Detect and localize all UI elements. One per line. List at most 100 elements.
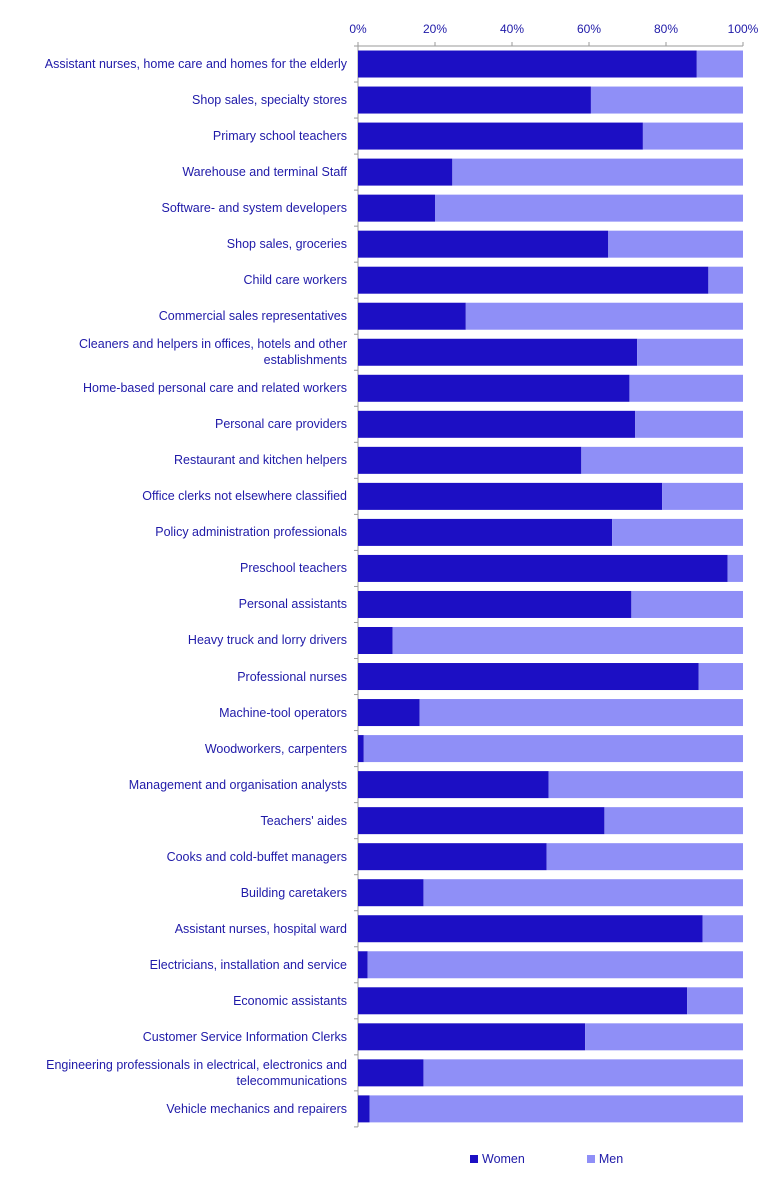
bar-women: [358, 807, 605, 835]
category-label: Machine-tool operators: [219, 705, 347, 720]
bar-men: [629, 374, 743, 402]
bar-women: [358, 482, 663, 510]
bar-women: [358, 50, 697, 78]
x-tick-label: 60%: [576, 22, 602, 36]
category-label: Assistant nurses, hospital ward: [174, 921, 347, 936]
bar-women: [358, 626, 393, 654]
bar-men: [363, 735, 743, 763]
bar-men: [590, 86, 743, 114]
category-label: Woodworkers, carpenters: [204, 741, 347, 756]
bar-women: [358, 266, 709, 294]
bar-women: [358, 122, 643, 150]
category-label: Warehouse and terminal Staff: [182, 165, 347, 180]
bar-women: [358, 158, 453, 186]
category-label: Building caretakers: [240, 885, 347, 900]
bar-men: [369, 1095, 743, 1123]
category-label: Personal assistants: [238, 597, 347, 612]
category-label: Policy administration professionals: [155, 525, 347, 540]
bar-men: [696, 50, 743, 78]
bar-women: [358, 518, 613, 546]
bar-women: [358, 663, 699, 691]
bar-men: [612, 518, 743, 546]
bar-men: [642, 122, 743, 150]
legend-item-women: Women: [470, 1152, 525, 1166]
category-label: Professional nurses: [237, 669, 347, 684]
bar-women: [358, 302, 466, 330]
category-label: Engineering professionals in electrical,…: [46, 1057, 347, 1088]
category-label: Child care workers: [243, 273, 347, 288]
bar-men: [702, 915, 743, 943]
x-tick-label: 0%: [349, 22, 367, 36]
bar-men: [637, 338, 743, 366]
bar-men: [548, 771, 743, 799]
bar-women: [358, 1059, 424, 1087]
category-label: Shop sales, specialty stores: [192, 93, 347, 108]
category-label: Commercial sales representatives: [158, 309, 347, 324]
category-label: Personal care providers: [214, 417, 347, 432]
bar-women: [358, 771, 549, 799]
legend-label-women: Women: [482, 1152, 525, 1166]
x-tick-label: 40%: [499, 22, 525, 36]
bar-women: [358, 194, 435, 222]
bar-women: [358, 446, 582, 474]
bar-women: [358, 843, 547, 871]
category-label: Cleaners and helpers in offices, hotels …: [79, 337, 347, 368]
category-label: Cooks and cold-buffet managers: [166, 849, 347, 864]
bar-men: [708, 266, 743, 294]
category-label: Preschool teachers: [239, 561, 347, 576]
bar-men: [687, 987, 743, 1015]
legend-item-men: Men: [586, 1152, 624, 1166]
bar-men: [419, 699, 743, 727]
bar-men: [435, 194, 743, 222]
bar-men: [546, 843, 743, 871]
legend-swatch-women: [470, 1155, 478, 1163]
bar-men: [662, 482, 743, 510]
category-label: Economic assistants: [233, 993, 347, 1008]
bar-women: [358, 230, 609, 258]
bar-women: [358, 987, 688, 1015]
chart-legend: Women Men: [470, 1152, 623, 1166]
legend-label-men: Men: [598, 1152, 624, 1166]
bar-men: [423, 1059, 743, 1087]
bar-men: [635, 410, 743, 438]
bar-men: [608, 230, 743, 258]
category-label: Primary school teachers: [212, 129, 347, 144]
bar-men: [392, 626, 743, 654]
bar-men: [604, 807, 743, 835]
bar-men: [631, 590, 743, 618]
bar-women: [358, 338, 638, 366]
category-label: Assistant nurses, home care and homes fo…: [44, 57, 347, 71]
category-label: Heavy truck and lorry drivers: [187, 633, 347, 648]
bar-men: [585, 1023, 743, 1051]
bar-women: [358, 1095, 370, 1123]
category-label: Vehicle mechanics and repairers: [166, 1101, 347, 1116]
bar-men: [367, 951, 743, 979]
bar-men: [727, 554, 743, 582]
category-label: Electricians, installation and service: [149, 957, 347, 972]
bar-women: [358, 86, 591, 114]
category-label: Shop sales, groceries: [226, 237, 347, 252]
bar-women: [358, 915, 703, 943]
category-label: Teachers' aides: [260, 813, 347, 828]
bar-women: [358, 1023, 586, 1051]
x-tick-label: 100%: [727, 22, 759, 36]
category-label: Restaurant and kitchen helpers: [173, 453, 347, 468]
bar-women: [358, 951, 368, 979]
bar-women: [358, 374, 630, 402]
bar-women: [358, 554, 728, 582]
x-tick-label: 80%: [653, 22, 679, 36]
bar-men: [465, 302, 743, 330]
bar-women: [358, 590, 632, 618]
category-label: Home-based personal care and related wor…: [82, 381, 347, 396]
bar-men: [581, 446, 743, 474]
bar-men: [452, 158, 743, 186]
category-label: Software- and system developers: [161, 201, 347, 216]
bar-women: [358, 699, 420, 727]
bar-men: [698, 663, 743, 691]
x-tick-label: 20%: [422, 22, 448, 36]
legend-swatch-men: [586, 1155, 595, 1163]
bar-women: [358, 879, 424, 907]
bar-men: [423, 879, 743, 907]
category-label: Customer Service Information Clerks: [142, 1029, 347, 1044]
